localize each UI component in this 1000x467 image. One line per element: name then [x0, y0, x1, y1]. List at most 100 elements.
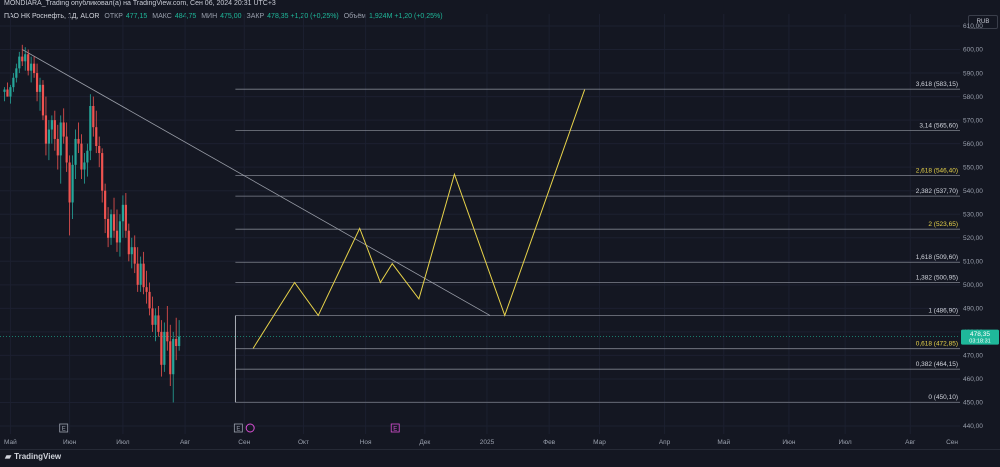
candle-body	[148, 291, 151, 309]
price-chart[interactable]: 0 (450,10) 0,382 (464,15) 0,618 (472,85) 1 …	[0, 14, 960, 434]
candle	[121, 195, 124, 238]
price-tick-label: 490,00	[963, 306, 983, 313]
price-tick-label: 540,00	[963, 188, 983, 195]
time-tick-label: Мар	[593, 439, 606, 446]
candle	[53, 110, 56, 151]
candle	[139, 256, 142, 292]
price-axis[interactable]: 440,00450,00460,00470,00480,00490,00500,…	[960, 14, 1000, 434]
candle-body	[92, 106, 95, 128]
candle-body	[178, 336, 181, 346]
fib-level-label: 0 (450,10)	[928, 394, 958, 401]
candle-body	[44, 115, 48, 144]
candle-body	[65, 136, 68, 163]
candle	[86, 143, 89, 177]
fib-level-label: 3,618 (583,15)	[916, 81, 958, 88]
low-label: МИН	[201, 13, 218, 20]
candle	[169, 324, 172, 386]
candle-body	[62, 122, 65, 137]
candle	[151, 296, 154, 332]
time-tick-label: Апр	[659, 439, 671, 446]
candle-body	[139, 263, 142, 285]
time-tick-label: Дек	[419, 439, 430, 446]
candle	[21, 44, 24, 66]
price-tick-label: 450,00	[963, 400, 983, 407]
time-tick-label: Авг	[180, 439, 191, 446]
candle	[178, 320, 181, 351]
candle-body	[27, 54, 30, 71]
candle	[154, 308, 157, 342]
candle	[101, 148, 104, 203]
candle	[145, 270, 148, 304]
candle-body	[115, 230, 119, 243]
time-tick-label: Ноя	[360, 439, 372, 446]
candle	[68, 155, 71, 236]
tradingview-logo[interactable]: ▰ TradingView	[5, 452, 61, 461]
current-price-box	[961, 329, 999, 345]
current-price-value: 478,35	[970, 331, 990, 338]
price-tick-label: 590,00	[963, 70, 983, 77]
price-tick-label: 440,00	[963, 423, 983, 430]
candle-body	[18, 56, 21, 69]
price-tick-label: 560,00	[963, 141, 983, 148]
candle	[44, 96, 48, 156]
candle-body	[41, 84, 45, 116]
earnings-label: E	[62, 426, 66, 432]
candle-body	[160, 331, 163, 365]
candle-body	[101, 153, 104, 191]
candle-body	[130, 247, 133, 255]
open-value: 477,15	[125, 13, 148, 20]
price-tick-label: 600,00	[963, 47, 983, 54]
footer: ▰ TradingView	[0, 449, 1000, 467]
candle	[38, 77, 42, 111]
open-label: ОТКР	[104, 13, 123, 20]
candle	[18, 51, 21, 74]
candle-body	[47, 129, 50, 144]
earnings-label: E	[236, 426, 240, 432]
candle	[12, 73, 15, 92]
candle	[127, 223, 130, 262]
candle	[142, 251, 145, 295]
candle	[98, 136, 101, 168]
candle-body	[172, 338, 175, 375]
candle-body	[86, 150, 89, 163]
fib-level-label: 2 (523,65)	[928, 221, 958, 228]
candle	[92, 96, 95, 137]
earnings-icon	[390, 423, 400, 433]
candle	[59, 115, 62, 184]
time-tick-label: Сен	[238, 439, 250, 446]
candle	[77, 122, 80, 154]
candles	[3, 44, 181, 403]
candle	[83, 153, 86, 184]
candle	[148, 282, 151, 316]
candle	[95, 110, 98, 154]
candle-body	[104, 190, 107, 219]
time-axis[interactable]: Май Июн Июл Авг Сен Окт Ноя Дек 2025 Фев Мар Апр Май…	[0, 434, 960, 448]
symbol-name[interactable]: ПАО НК Роснефть, 1Д, ALOR	[4, 13, 100, 20]
trend-line	[22, 49, 491, 316]
candle-body	[151, 308, 154, 325]
time-tick-label: Сен	[946, 439, 958, 446]
price-tick-label: 610,00	[963, 23, 983, 30]
candle	[24, 47, 27, 71]
candle-body	[133, 247, 136, 264]
candle-body	[53, 120, 56, 139]
candle	[160, 320, 163, 377]
candle-body	[56, 138, 59, 156]
candle	[133, 235, 136, 274]
currency-badge[interactable]: RUB	[968, 15, 998, 29]
candle	[71, 155, 74, 219]
candle-body	[59, 122, 62, 156]
candle-body	[157, 315, 160, 332]
event-marker	[245, 423, 255, 433]
volume-value: 1,924M +1,20 (+0,25%)	[369, 13, 443, 20]
event-marker: E	[233, 423, 243, 433]
fib-extension: 0 (450,10) 0,382 (464,15) 0,618 (472,85) 1 …	[234, 81, 960, 403]
time-tick-label: Июн	[63, 439, 77, 446]
candle-body	[166, 331, 169, 342]
time-tick-label: 2025	[480, 439, 495, 446]
candle-body	[33, 63, 36, 74]
time-tick-label: Июл	[839, 439, 852, 446]
volume-label: Объём	[343, 13, 367, 20]
candle-body	[98, 146, 101, 154]
candle-body	[68, 162, 71, 203]
